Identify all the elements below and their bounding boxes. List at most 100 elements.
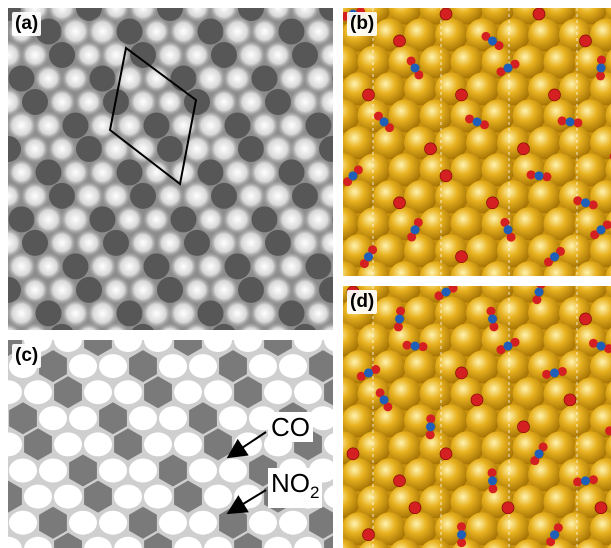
no2-oxygen-atom [353,165,363,175]
arrows-overlay [226,431,267,515]
stm-bright-spot [289,133,321,165]
stm-bright-spot [59,15,92,48]
gold-atom [343,180,375,214]
gold-atom [466,126,499,160]
gold-atom [483,539,513,548]
simulated-bright-spot [249,354,277,379]
unit-cell-outline [108,46,198,186]
no2-oxygen-atom [553,523,563,533]
no2-nitrogen-atom [426,422,435,432]
simulated-bright-spot [234,340,262,352]
no2-oxygen-atom [486,306,496,316]
simulated-bright-spot [264,536,292,548]
gold-atom [373,404,406,438]
gold-atom [419,261,453,276]
stm-bright-spot [103,322,129,330]
stm-bright-spot [155,40,185,70]
simulated-bright-spot [279,510,307,535]
gold-atom [466,234,499,268]
stm-dark-site [131,323,155,330]
stm-bright-spot [318,321,333,330]
stm-bright-spot [194,62,227,95]
gold-atom [497,458,530,492]
stm-dark-site [292,41,318,68]
gold-atom [450,45,484,79]
stm-dark-site [157,276,183,303]
no2-nitrogen-atom [596,225,606,235]
no2-oxygen-atom [489,322,499,332]
simulated-co-site [189,402,217,435]
stm-bright-spot [289,86,321,118]
simulated-co-site [129,506,157,539]
stm-bright-spot [20,134,50,164]
co-oxygen-atom [548,88,561,102]
stm-dark-site [305,112,332,139]
no2-nitrogen-atom [441,287,451,297]
simulated-bright-spot [84,380,112,405]
gold-atom [450,485,484,519]
gold-atom [343,99,360,133]
gold-atom [357,431,391,465]
simulated-co-site [39,506,67,539]
simulated-co-site [204,428,232,461]
simulated-bright-spot [174,536,202,548]
simulated-co-site [234,376,262,409]
stm-bright-spot [316,180,333,212]
co-oxygen-atom [594,501,608,515]
simulated-co-site [69,454,97,487]
no2-oxygen-atom [396,306,406,316]
simulated-bright-spot [8,536,22,548]
stm-bright-spot [8,227,24,259]
stm-bright-spot [8,109,38,142]
gold-atom [497,234,530,268]
stm-bright-spot [196,205,225,234]
panel-a-stm-image: (a) [8,8,333,330]
simulated-bright-spot [69,354,97,379]
no2-nitrogen-atom [472,117,482,127]
stm-bright-spot [114,204,145,234]
gold-atom [512,261,546,276]
simulated-bright-spot [189,510,217,535]
stm-bright-spot [46,274,78,306]
gold-atom [419,323,453,357]
gold-atom [357,153,391,187]
no2-nitrogen-atom [581,198,590,208]
gold-atom [404,72,437,106]
stm-bright-spot [303,157,333,187]
stm-bright-spot [221,15,254,48]
stm-dark-site [265,88,291,115]
simulated-co-site [174,340,202,356]
simulated-bright-spot [219,458,247,483]
stm-bright-spot [329,257,333,276]
stm-dark-site [116,300,143,327]
no2-oxygen-atom [407,232,417,242]
stm-dark-site [62,253,89,280]
no2-subscript: 2 [310,483,320,503]
no2-nitrogen-atom [457,530,466,540]
stm-bright-spot [317,40,333,70]
stm-bright-spot [250,17,279,46]
gold-atom [590,72,611,106]
stm-bright-spot [303,16,333,47]
stm-bright-spot [86,15,119,48]
no2-oxygen-atom [359,259,369,269]
stm-dark-site [103,229,129,256]
stm-bright-spot [249,156,280,188]
simulated-bright-spot [39,458,67,483]
gold-atom [543,431,577,465]
simulated-bright-spot [129,458,157,483]
stm-dark-site [157,8,183,21]
gold-atom [590,296,611,330]
no2-oxygen-atom [530,456,540,466]
stm-bright-spot [168,298,199,329]
gold-atom [543,45,577,79]
stm-bright-spot [262,133,294,165]
stm-bright-spot [60,157,91,188]
no2-oxygen-atom [457,538,467,548]
simulated-co-site [219,506,247,539]
co-oxygen-atom [517,142,530,156]
gold-atom [605,286,611,299]
stm-dark-site [319,8,333,21]
gold-atom [528,180,561,214]
gold-atom [574,261,608,276]
